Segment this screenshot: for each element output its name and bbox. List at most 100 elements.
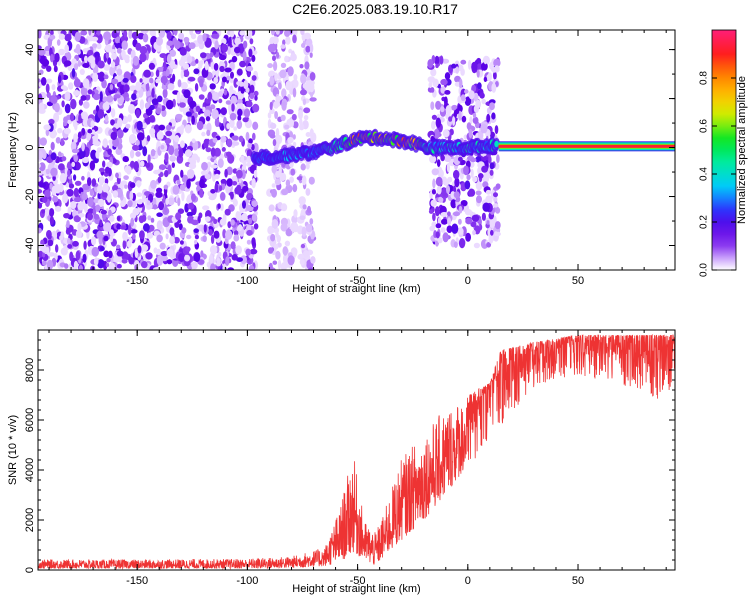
noise-blob [46, 246, 50, 257]
noise-blob [165, 233, 169, 240]
noise-blob [87, 208, 95, 215]
noise-blob [81, 156, 90, 164]
noise-blob [57, 74, 62, 84]
noise-blob [137, 132, 145, 141]
noise-blob [439, 55, 444, 65]
noise-blob [166, 248, 174, 257]
noise-blob [68, 82, 74, 90]
noise-blob [50, 95, 58, 104]
noise-blob [101, 79, 107, 89]
noise-blob [440, 212, 449, 217]
noise-blob [38, 250, 44, 258]
noise-blob [145, 82, 150, 92]
noise-blob [117, 117, 123, 128]
noise-blob [167, 83, 175, 91]
noise-blob [91, 246, 100, 257]
noise-blob [87, 55, 96, 64]
noise-blob [72, 210, 77, 218]
noise-blob [40, 239, 45, 246]
noise-blob [431, 168, 439, 176]
noise-blob [58, 163, 65, 171]
noise-blob [299, 258, 305, 266]
noise-blob [453, 169, 460, 180]
noise-blob [444, 72, 451, 80]
colorbar-gradient [711, 29, 737, 271]
noise-blob [494, 125, 499, 135]
noise-blob [173, 30, 178, 36]
noise-blobs [38, 30, 501, 270]
noise-blob [73, 260, 78, 270]
noise-blob [491, 112, 496, 120]
noise-blob [209, 52, 214, 58]
noise-blob [169, 227, 175, 236]
noise-blob [113, 94, 121, 99]
noise-blob [486, 74, 492, 81]
noise-blob [186, 169, 195, 179]
noise-blob [155, 69, 160, 78]
noise-blob [151, 88, 155, 98]
noise-blob [221, 147, 226, 152]
noise-blob [120, 201, 126, 207]
noise-blob [98, 167, 105, 173]
y-tick-label: 0 [24, 567, 36, 573]
noise-blob [472, 176, 478, 183]
noise-blob [203, 109, 211, 118]
noise-blob [108, 139, 113, 144]
noise-blob [494, 65, 500, 73]
noise-blob [284, 55, 289, 63]
noise-blob [109, 84, 114, 91]
noise-blob [77, 137, 82, 143]
noise-blob [249, 92, 255, 100]
noise-blob [105, 52, 110, 59]
noise-blob [139, 99, 145, 110]
noise-blob [226, 123, 231, 130]
noise-blob [82, 78, 90, 89]
x-tick-label: 50 [572, 575, 584, 587]
noise-blob [432, 178, 436, 189]
noise-blob [70, 201, 77, 209]
noise-blob [179, 184, 186, 191]
noise-blob [193, 228, 199, 233]
noise-blob [83, 202, 88, 213]
noise-blob [133, 161, 139, 171]
noise-blob [472, 229, 476, 236]
noise-blob [308, 176, 315, 185]
noise-blob [90, 135, 99, 145]
noise-blob [66, 220, 70, 228]
noise-blob [50, 30, 54, 36]
noise-blob [135, 139, 140, 146]
noise-blob [179, 240, 184, 245]
noise-blob [240, 155, 245, 163]
noise-blob [178, 148, 184, 158]
noise-blob [155, 78, 161, 84]
noise-blob [216, 258, 221, 263]
noise-blob [57, 127, 63, 134]
noise-blob [153, 169, 161, 175]
noise-blob [80, 95, 87, 101]
noise-blob [78, 99, 83, 106]
noise-blob [238, 211, 242, 221]
noise-blob [95, 204, 101, 212]
noise-blob [74, 31, 81, 42]
noise-blob [169, 59, 176, 70]
y-tick-label: 4000 [24, 458, 36, 482]
noise-blob [96, 33, 103, 44]
noise-blob [478, 173, 484, 179]
noise-blob [482, 202, 491, 212]
noise-blob [246, 229, 253, 236]
noise-blob [436, 185, 442, 195]
carrier-line [498, 141, 675, 152]
colorbar-label: Normalized spectral amplitude [736, 76, 748, 224]
noise-blob [248, 264, 255, 270]
noise-blob [73, 133, 79, 143]
noise-blob [185, 111, 192, 117]
noise-blob [49, 34, 56, 40]
noise-blob [452, 211, 461, 217]
noise-blob [184, 149, 193, 158]
noise-blob [287, 66, 294, 77]
noise-blob [104, 178, 109, 185]
noise-blob [293, 249, 297, 258]
noise-blob [128, 30, 133, 39]
noise-blob [99, 219, 103, 227]
noise-blob [486, 242, 492, 248]
